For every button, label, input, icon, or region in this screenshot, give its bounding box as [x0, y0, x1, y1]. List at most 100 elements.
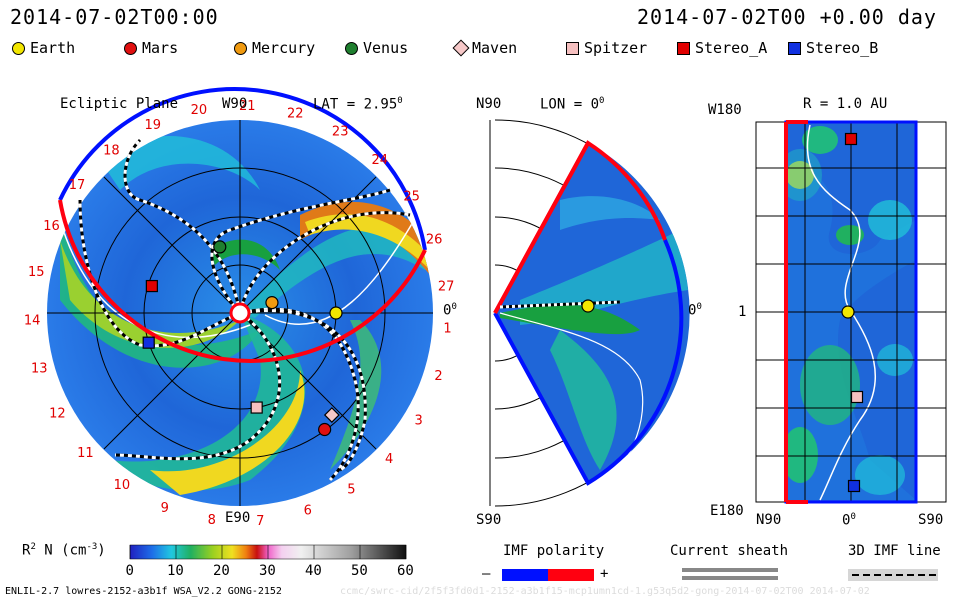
- imf-polarity-minus: –: [482, 566, 491, 582]
- colorbar-tick-label: 60: [397, 563, 414, 579]
- meridional-right-label: 00: [688, 302, 702, 319]
- meridional-panel: [489, 119, 690, 507]
- boundary-negative: [58, 87, 427, 251]
- legend-item-venus: Venus: [345, 39, 408, 57]
- legend-item-stereo_b: Stereo_B: [788, 39, 878, 57]
- meridional-lon-label: LON = 00: [540, 96, 605, 113]
- ecliptic-lat-label: LAT = 2.950: [313, 96, 403, 113]
- synoptic-radius-label: R = 1.0 AU: [803, 96, 888, 112]
- rotation-number-25: 25: [403, 189, 420, 204]
- earth-symbol-icon: [12, 41, 25, 55]
- rotation-number-4: 4: [385, 452, 393, 467]
- rotation-number-9: 9: [161, 501, 169, 516]
- synoptic-bottom-left: E180: [710, 503, 744, 519]
- marker-spitzer: [250, 401, 263, 414]
- synoptic-mid-left: 1: [738, 304, 747, 320]
- rotation-number-10: 10: [114, 478, 131, 493]
- polarity-negative-swatch: [502, 569, 548, 581]
- imf-polarity-plus: +: [600, 566, 609, 582]
- venus-symbol-icon: [345, 41, 358, 55]
- legend-item-maven: Maven: [452, 39, 518, 57]
- marker-synoptic-stereo_b: [847, 479, 861, 493]
- synoptic-x-mid: 00: [842, 512, 856, 529]
- marker-synoptic-earth: [841, 305, 855, 319]
- rotation-number-14: 14: [24, 314, 41, 329]
- legend-item-mars: Mars: [124, 39, 178, 57]
- imf-polarity-title: IMF polarity: [503, 543, 605, 559]
- meridional-bottom-left: S90: [476, 512, 502, 528]
- spitzer-symbol-icon: [566, 41, 579, 55]
- rotation-number-24: 24: [371, 153, 388, 168]
- rotation-number-2: 2: [434, 369, 442, 384]
- synoptic-x-left: N90: [756, 512, 782, 528]
- rotation-number-1: 1: [443, 322, 451, 337]
- legend-item-mercury: Mercury: [234, 39, 315, 57]
- current-sheath-title: Current sheath: [670, 543, 789, 559]
- rotation-number-22: 22: [287, 106, 304, 121]
- rotation-number-11: 11: [77, 446, 94, 461]
- marker-earth: [329, 306, 343, 320]
- colorbar-tick-label: 40: [305, 563, 322, 579]
- rotation-number-7: 7: [256, 514, 264, 529]
- legend-label: Earth: [30, 39, 76, 57]
- marker-earth-meridional: [581, 299, 595, 313]
- colorbar-label: R2 N (cm-3): [22, 542, 106, 559]
- legend-item-spitzer: Spitzer: [566, 39, 647, 57]
- colorbar-tick-label: 30: [259, 563, 276, 579]
- meridional-top-left: N90: [476, 96, 502, 112]
- mars-symbol-icon: [124, 41, 137, 55]
- legend-label: Mercury: [252, 39, 316, 57]
- rotation-number-18: 18: [103, 144, 120, 159]
- legend-item-stereo_a: Stereo_A: [677, 39, 767, 57]
- colorbar-ticks: [129, 545, 407, 559]
- boundary-positive: [58, 199, 427, 363]
- colorbar-tick-label: 50: [351, 563, 368, 579]
- ecliptic-structures: [59, 136, 433, 495]
- rotation-number-12: 12: [49, 407, 66, 422]
- legend-item-earth: Earth: [12, 39, 75, 57]
- spacecraft-markers: [142, 132, 864, 493]
- marker-venus: [213, 240, 227, 254]
- rotation-number-23: 23: [332, 125, 349, 140]
- legend-label: Maven: [472, 39, 518, 57]
- legend-label: Spitzer: [584, 39, 648, 57]
- rotation-number-5: 5: [347, 483, 355, 498]
- rotation-number-17: 17: [69, 178, 86, 193]
- footer-watermark: ccmc/swrc-cid/2f5f3fd0d1-2152-a3b1f15-mc…: [340, 586, 870, 597]
- legend-label: Mars: [142, 39, 179, 57]
- synoptic-top-left: W180: [708, 102, 742, 118]
- marker-stereo_a: [145, 279, 158, 293]
- rotation-number-16: 16: [43, 219, 60, 234]
- ecliptic-title: Ecliptic Plane: [60, 96, 179, 112]
- ecliptic-right-label: 00: [443, 302, 457, 319]
- rotation-number-19: 19: [144, 118, 161, 133]
- rotation-number-3: 3: [415, 414, 423, 429]
- rotation-number-8: 8: [208, 513, 216, 528]
- marker-mercury: [265, 296, 279, 310]
- marker-mars: [318, 422, 332, 437]
- colorbar-tick-label: 0: [125, 563, 134, 579]
- marker-synoptic-stereo_a: [844, 132, 858, 146]
- ecliptic-top-label: W90: [222, 96, 248, 112]
- stereo_b-symbol-icon: [788, 41, 801, 55]
- rotation-number-15: 15: [28, 265, 45, 280]
- sun-marker: [229, 302, 251, 324]
- colorbar-tick-label: 20: [213, 563, 230, 579]
- imf-field-lines: [78, 138, 411, 482]
- rotation-number-13: 13: [31, 362, 48, 377]
- legend-label: Venus: [363, 39, 409, 57]
- marker-maven: [323, 407, 340, 423]
- rotation-number-6: 6: [304, 504, 312, 519]
- legend-label: Stereo_B: [806, 39, 879, 57]
- left-timestamp: 2014-07-02T00:00: [10, 5, 219, 29]
- ecliptic-panel: [47, 87, 433, 506]
- current-sheath-swatch: [682, 568, 778, 572]
- rotation-number-21: 21: [239, 99, 256, 114]
- synoptic-x-right: S90: [918, 512, 944, 528]
- polarity-positive-swatch: [548, 569, 594, 581]
- right-timestamp: 2014-07-02T00 +0.00 day: [637, 5, 937, 29]
- rotation-number-26: 26: [426, 232, 443, 247]
- legend-label: Stereo_A: [695, 39, 768, 57]
